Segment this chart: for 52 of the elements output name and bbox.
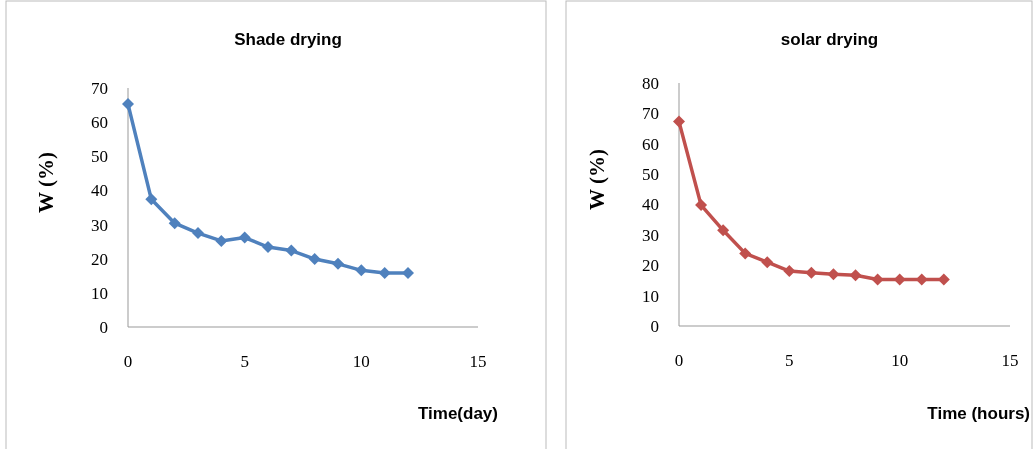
- point: [761, 256, 774, 269]
- point: [215, 234, 228, 247]
- y-tick-label: 0: [650, 316, 659, 336]
- y-tick-label: 80: [642, 73, 659, 93]
- point: [849, 269, 862, 282]
- point: [378, 267, 391, 280]
- point: [783, 265, 796, 278]
- x-tick-label: 15: [1001, 351, 1019, 370]
- x-tick-label: 0: [123, 352, 133, 371]
- x-tick-label: 10: [891, 351, 909, 370]
- y-tick-label: 20: [642, 256, 659, 276]
- point: [673, 115, 685, 128]
- y-axis-title: W (%): [34, 152, 58, 213]
- point: [308, 253, 321, 266]
- y-tick-label: 70: [642, 104, 659, 124]
- y-tick-label: 50: [642, 165, 659, 185]
- point: [332, 257, 344, 270]
- point: [717, 224, 730, 237]
- x-tick-label: 5: [240, 352, 249, 371]
- point: [192, 227, 204, 240]
- y-tick-label: 0: [99, 317, 108, 337]
- point: [805, 266, 818, 279]
- point: [145, 193, 158, 206]
- y-tick-label: 20: [91, 249, 108, 269]
- y-tick-label: 30: [642, 225, 659, 245]
- y-tick-label: 70: [91, 78, 108, 98]
- y-tick-label: 50: [91, 147, 108, 167]
- y-tick-label: 40: [642, 195, 659, 215]
- point: [355, 264, 368, 277]
- point: [695, 199, 708, 212]
- y-tick-label: 30: [91, 215, 108, 235]
- point: [122, 98, 134, 111]
- x-tick-label: 0: [674, 351, 684, 370]
- y-tick-label: 60: [642, 134, 659, 154]
- y-tick-label: 60: [91, 113, 108, 133]
- x-tick-label: 10: [352, 352, 370, 371]
- chart-title: Shade drying: [234, 30, 342, 49]
- x-axis-title: Time(day): [418, 404, 498, 423]
- x-tick-label: 5: [785, 351, 794, 370]
- x-tick-label: 15: [469, 352, 487, 371]
- point: [739, 247, 752, 260]
- point: [262, 241, 274, 254]
- point: [402, 267, 414, 280]
- chart-title: solar drying: [780, 30, 879, 49]
- y-tick-label: 10: [642, 286, 659, 306]
- point: [168, 217, 181, 230]
- y-tick-label: 40: [91, 181, 108, 201]
- y-tick-label: 10: [91, 283, 108, 303]
- point: [285, 244, 298, 257]
- y-axis-title: W (%): [585, 149, 609, 210]
- x-axis-title: Time (hours): [927, 404, 1030, 423]
- point: [238, 231, 251, 244]
